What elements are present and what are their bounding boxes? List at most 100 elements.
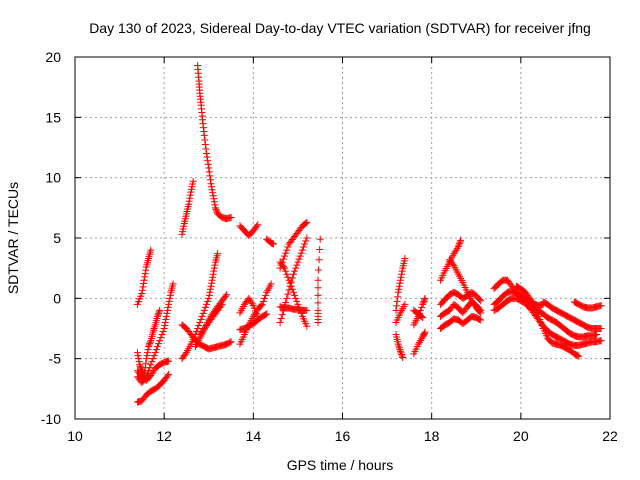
data-point — [200, 306, 208, 314]
data-point — [296, 252, 304, 260]
data-point — [161, 318, 169, 326]
data-point — [421, 294, 429, 302]
data-point — [142, 359, 150, 367]
data-point — [452, 246, 460, 254]
data-point — [246, 296, 254, 304]
data-point — [149, 368, 157, 376]
data-point — [477, 316, 485, 324]
data-point — [135, 355, 143, 363]
data-point — [134, 352, 142, 360]
data-point — [398, 267, 406, 275]
data-point — [315, 266, 323, 274]
data-point — [138, 286, 146, 294]
y-tick-label: 0 — [53, 290, 61, 306]
data-point — [150, 326, 158, 334]
data-point — [401, 255, 409, 263]
data-point — [140, 280, 148, 288]
data-point — [302, 219, 310, 227]
data-point — [258, 300, 266, 308]
x-tick-label: 10 — [67, 428, 83, 444]
data-point — [151, 349, 159, 357]
data-point — [395, 342, 403, 350]
data-point — [286, 279, 294, 287]
data-point — [146, 338, 154, 346]
y-tick-label: 15 — [45, 109, 61, 125]
data-point — [396, 276, 404, 284]
data-point — [394, 293, 402, 301]
data-point — [165, 370, 173, 378]
data-point — [299, 243, 307, 251]
data-point — [189, 177, 197, 185]
y-tick-label: 10 — [45, 170, 61, 186]
data-point — [141, 273, 149, 281]
data-point — [289, 288, 297, 296]
data-point — [157, 334, 165, 342]
data-point — [283, 246, 291, 254]
data-point — [284, 273, 292, 281]
data-point — [165, 300, 173, 308]
data-point — [155, 340, 163, 348]
data-point — [156, 306, 164, 314]
x-tick-label: 20 — [513, 428, 529, 444]
data-point — [394, 340, 402, 348]
data-point — [197, 315, 205, 323]
data-point — [133, 349, 141, 357]
data-point — [186, 191, 194, 199]
data-point — [201, 136, 209, 144]
data-point — [181, 350, 189, 358]
data-point — [453, 244, 461, 252]
data-point — [279, 263, 287, 271]
data-point — [166, 291, 174, 299]
data-point — [291, 267, 299, 275]
series-track-04 — [133, 370, 173, 406]
data-point — [279, 255, 287, 263]
data-point — [206, 288, 214, 296]
series-track-12 — [236, 221, 262, 240]
data-point — [164, 303, 172, 311]
data-point — [149, 328, 157, 336]
data-point — [211, 261, 219, 269]
data-point — [303, 322, 311, 330]
series-track-27 — [410, 306, 427, 322]
data-point — [597, 325, 605, 332]
data-point — [147, 246, 155, 254]
data-point — [396, 347, 404, 355]
x-tick-label: 16 — [335, 428, 351, 444]
data-point — [221, 292, 229, 300]
data-point — [303, 218, 311, 226]
data-point — [154, 311, 162, 319]
series-track-05 — [133, 357, 173, 384]
data-point — [248, 300, 256, 308]
data-point — [393, 297, 401, 305]
data-point — [283, 270, 291, 278]
data-point — [204, 157, 212, 165]
data-point — [214, 250, 222, 258]
data-point — [456, 238, 464, 246]
data-point — [269, 240, 277, 248]
data-point — [185, 200, 193, 208]
data-point — [316, 235, 324, 243]
x-tick-label: 14 — [246, 428, 262, 444]
data-point — [298, 246, 306, 254]
data-point — [414, 340, 422, 348]
series-track-34 — [490, 287, 583, 360]
data-point — [135, 358, 143, 366]
data-point — [398, 352, 406, 360]
data-point — [138, 290, 146, 298]
data-point — [210, 267, 218, 275]
data-point — [217, 302, 225, 310]
data-point — [148, 358, 156, 366]
data-point — [206, 285, 214, 293]
data-point — [203, 300, 211, 308]
series-track-07 — [194, 61, 235, 223]
data-point — [315, 256, 323, 264]
data-point — [278, 311, 286, 319]
data-point — [165, 357, 173, 365]
data-point — [209, 192, 217, 200]
grid — [75, 57, 610, 419]
data-point — [196, 318, 204, 326]
data-point — [185, 197, 193, 205]
data-point — [456, 239, 464, 247]
data-point — [454, 242, 462, 250]
data-point — [285, 276, 293, 284]
